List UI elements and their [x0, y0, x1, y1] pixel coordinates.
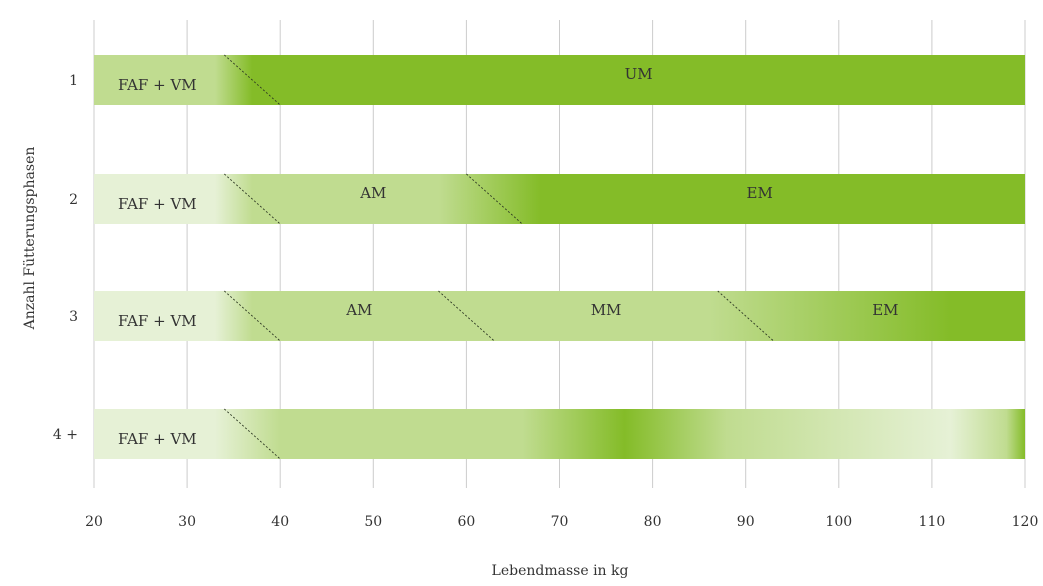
- segment-label: AM: [359, 184, 386, 202]
- x-tick-label: 90: [737, 514, 755, 530]
- x-tick-label: 40: [271, 514, 289, 530]
- x-tick-label: 60: [457, 514, 475, 530]
- segment-label: FAF + VM: [118, 430, 197, 448]
- x-axis-title: Lebendmasse in kg: [492, 563, 629, 579]
- segment-label: EM: [872, 301, 898, 319]
- x-tick-label: 110: [919, 514, 946, 530]
- segment-label: MM: [591, 301, 622, 319]
- x-tick-label: 20: [85, 514, 103, 530]
- x-tick-label: 100: [825, 514, 852, 530]
- phase-tick-label: 2: [69, 192, 78, 208]
- segment-label: AM: [345, 301, 372, 319]
- segment-label: FAF + VM: [118, 195, 197, 213]
- segment-label: FAF + VM: [118, 312, 197, 330]
- phase-bar: [94, 409, 1025, 459]
- x-tick-label: 50: [364, 514, 382, 530]
- x-tick-label: 30: [178, 514, 196, 530]
- segment-label: UM: [625, 65, 653, 83]
- phase-bar: [94, 174, 1025, 224]
- x-tick-label: 120: [1012, 514, 1039, 530]
- x-tick-label: 70: [551, 514, 569, 530]
- x-tick-label: 80: [644, 514, 662, 530]
- transition-marks: [224, 55, 773, 459]
- segment-labels: FAF + VM UM FAF + VM AM EM FAF + VM AM MM EM FAF …: [118, 65, 899, 448]
- y-axis-title: Anzahl Fütterungsphasen: [22, 147, 38, 331]
- segment-label: FAF + VM: [118, 76, 197, 94]
- phase-tick-label: 3: [69, 309, 78, 325]
- phase-tick-label: 4 +: [53, 427, 78, 443]
- phase-bar: [94, 55, 1025, 105]
- segment-label: EM: [747, 184, 773, 202]
- phase-tick-label: 1: [69, 73, 78, 89]
